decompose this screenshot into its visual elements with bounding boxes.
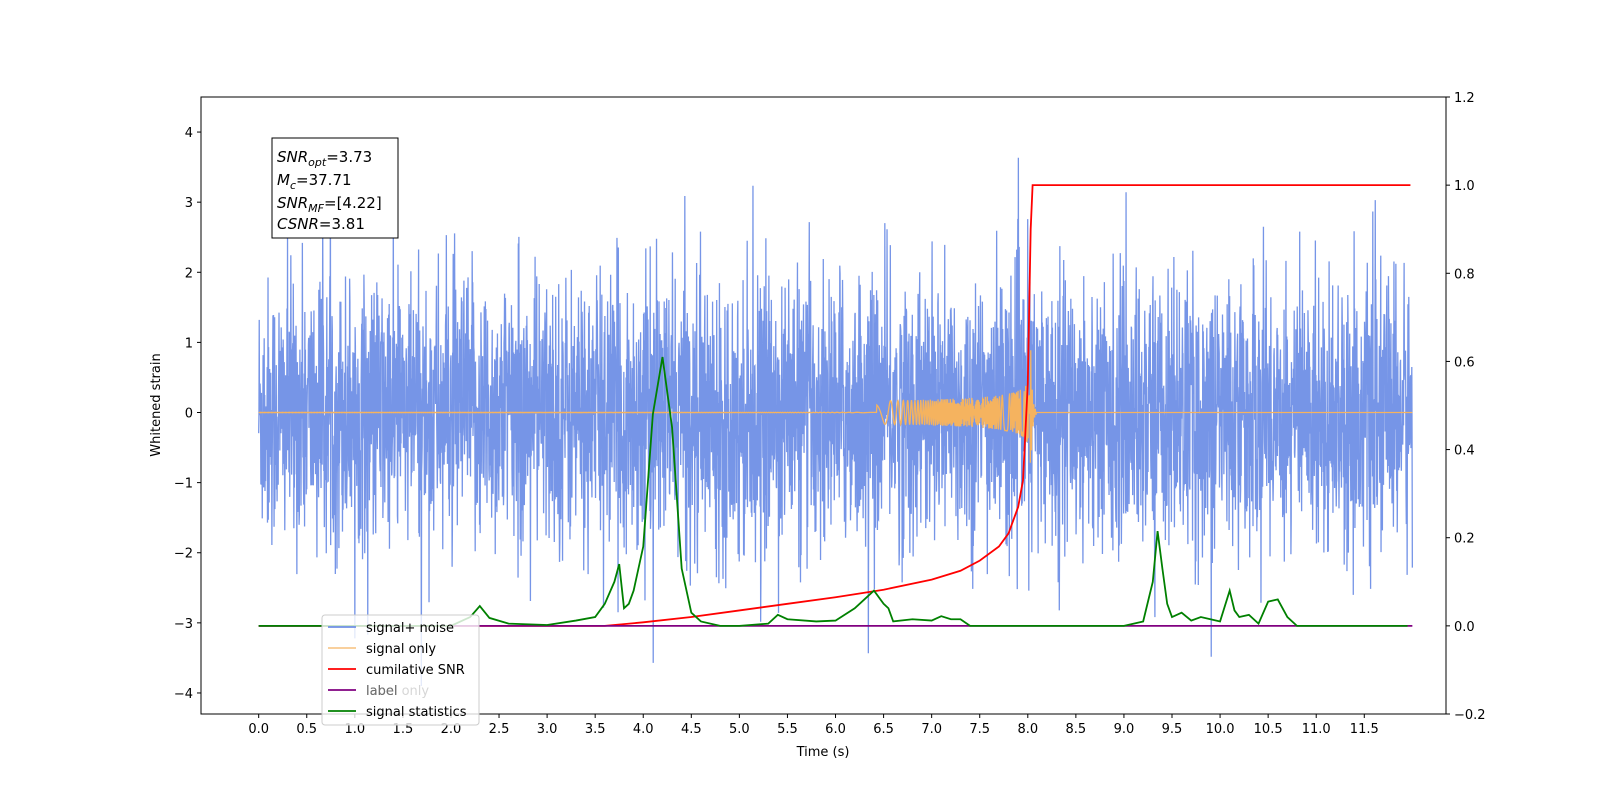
annotation-box: SNRopt=3.73 Mc=37.71 SNRMF=[4.22] CSNR=3… <box>271 137 399 239</box>
x-tick-label: 7.5 <box>969 722 990 737</box>
x-tick-label: 8.5 <box>1066 722 1087 737</box>
x-tick-label: 3.0 <box>537 722 558 737</box>
y-tick-label: −3 <box>174 617 193 632</box>
x-tick-label: 11.5 <box>1350 722 1379 737</box>
y-axis-ticks: −4 −3 −2 −1 0 1 2 3 4 <box>174 126 201 702</box>
x-tick-label: 1.0 <box>344 722 365 737</box>
series-signal-noise-line <box>258 157 1413 686</box>
x-tick-label: 2.0 <box>441 722 462 737</box>
y-tick-label: 2 <box>185 266 193 281</box>
annotation-snr-opt: SNRopt=3.73 <box>277 148 372 169</box>
x-axis-label: Time (s) <box>796 745 850 760</box>
x-tick-label: 3.5 <box>585 722 606 737</box>
y-right-tick-label: 0.4 <box>1454 444 1475 459</box>
x-axis-ticks: 0.0 0.5 1.0 1.5 2.0 2.5 3.0 3.5 4.0 4.5 5.0 5.5 6.0 6… <box>248 714 1379 737</box>
series-signal-noise <box>258 157 1413 686</box>
y-right-tick-label: 0.2 <box>1454 532 1475 547</box>
y-tick-label: 4 <box>185 126 193 141</box>
legend: signal+ noise signal only cumilative SNR la… <box>321 614 480 726</box>
x-tick-label: 6.5 <box>873 722 894 737</box>
legend-box <box>321 614 480 726</box>
annotation-mc: Mc=37.71 <box>277 171 352 192</box>
x-tick-label: 11.0 <box>1302 722 1331 737</box>
x-tick-label: 9.0 <box>1114 722 1135 737</box>
y-tick-label: −1 <box>174 477 193 492</box>
x-tick-label: 10.0 <box>1206 722 1235 737</box>
series-signal-only-line <box>258 350 1413 463</box>
legend-label-signal-only: signal only <box>366 642 436 657</box>
legend-label-label-only: label only <box>366 684 429 699</box>
y-right-tick-label: 0.6 <box>1454 355 1475 370</box>
plot-frame <box>200 96 1447 715</box>
legend-label-label: label <box>366 684 397 699</box>
x-tick-label: 4.0 <box>633 722 654 737</box>
x-tick-label: 1.5 <box>393 722 414 737</box>
y-tick-label: −4 <box>174 687 193 702</box>
x-tick-label: 5.0 <box>729 722 750 737</box>
series-signal-statistics <box>258 356 1408 627</box>
y-right-tick-label: −0.2 <box>1454 708 1486 723</box>
x-tick-label: 0.5 <box>296 722 317 737</box>
x-tick-label: 8.0 <box>1017 722 1038 737</box>
y-right-tick-label: 1.0 <box>1454 179 1475 194</box>
series-signal-only <box>258 350 1413 463</box>
x-tick-label: 7.0 <box>921 722 942 737</box>
y-axis-label: Whitened strain <box>149 353 164 456</box>
x-tick-label: 6.0 <box>825 722 846 737</box>
legend-label-signal-statistics: signal statistics <box>366 705 467 720</box>
x-tick-label: 4.5 <box>681 722 702 737</box>
y-tick-label: 1 <box>185 336 193 351</box>
legend-label-cumilative-snr: cumilative SNR <box>366 663 465 678</box>
x-tick-label: 0.0 <box>248 722 269 737</box>
x-tick-label: 5.5 <box>777 722 798 737</box>
legend-label-signal-noise: signal+ noise <box>366 621 454 636</box>
series-cumilative-snr <box>258 184 1411 627</box>
y-tick-label: 0 <box>185 407 193 422</box>
y-tick-label: 3 <box>185 196 193 211</box>
y-right-tick-label: 0.0 <box>1454 620 1475 635</box>
x-tick-label: 2.5 <box>489 722 510 737</box>
x-tick-label: 10.5 <box>1254 722 1283 737</box>
y-axis-right-ticks: −0.2 0.0 0.2 0.4 0.6 0.8 1.0 1.2 <box>1446 91 1486 723</box>
annotation-snr-mf: SNRMF=[4.22] <box>277 194 382 215</box>
y-right-tick-label: 1.2 <box>1454 91 1475 106</box>
y-tick-label: −2 <box>174 547 193 562</box>
annotation-csnr: CSNR=3.81 <box>277 215 365 233</box>
y-right-tick-label: 0.8 <box>1454 267 1475 282</box>
x-tick-label: 9.5 <box>1162 722 1183 737</box>
